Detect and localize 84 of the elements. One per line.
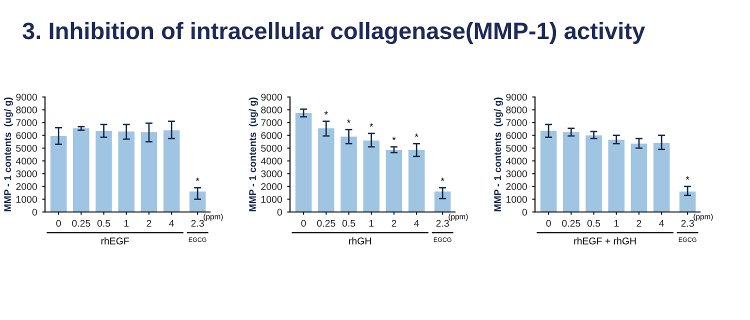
bar	[96, 130, 112, 212]
text: rhEGF + rhGH	[574, 237, 636, 244]
bar	[163, 130, 180, 212]
y-tick-label: 0	[32, 208, 37, 216]
y-tick-label: 2000	[16, 183, 37, 190]
x-tick-label: 0	[301, 220, 306, 227]
annotation: *	[392, 136, 396, 140]
x-tick-label: 4	[169, 220, 174, 227]
x-tick-label: 1	[369, 220, 374, 227]
annotation: *	[347, 119, 351, 123]
bar	[73, 128, 90, 212]
y-tick-label: 8000	[261, 106, 282, 114]
bar	[586, 135, 602, 212]
y-tick-label: 7000	[261, 119, 282, 126]
y-tick-label: 0	[277, 208, 282, 216]
text: rhEGF	[101, 237, 129, 244]
annotation: *	[414, 134, 418, 137]
y-tick-label: 1000	[261, 196, 282, 203]
y-axis-title: MMP - 1 contents (ug/ g)	[494, 98, 503, 212]
x-tick-label: 0.25	[562, 220, 580, 227]
annotation: *	[196, 178, 200, 182]
y-tick-label: 4000	[16, 158, 37, 165]
y-tick-label: 3000	[16, 170, 37, 178]
bar	[386, 150, 402, 212]
x-tick-label: 2.3	[436, 220, 449, 227]
annotation: *	[370, 123, 374, 127]
y-tick-label: 5000	[261, 144, 282, 152]
y-tick-label: 3000	[261, 170, 282, 178]
annotation: *	[440, 178, 444, 182]
bar	[340, 136, 357, 212]
y-tick-label: 6000	[261, 132, 282, 139]
y-tick-label: 9000	[16, 94, 37, 101]
y-tick-label: 1000	[506, 196, 527, 203]
y-tick-label: 0	[522, 208, 527, 216]
x-tick-label: 0.5	[587, 220, 600, 227]
x-tick-label: 0.5	[97, 220, 110, 227]
x-tick-label: 2	[636, 220, 642, 227]
y-tick-label: 8000	[16, 106, 37, 114]
y-tick-label: 1000	[16, 196, 37, 203]
y-tick-label: 8000	[506, 106, 527, 114]
bar	[50, 136, 67, 212]
x-tick-label: 4	[659, 220, 664, 227]
bar	[363, 140, 380, 212]
x-tick-label: 0.25	[72, 220, 90, 227]
y-axis-title: MMP - 1 contents (ug/ g)	[4, 98, 13, 212]
x-tick-label: 0.5	[342, 220, 356, 227]
x-tick-label: 2.3	[681, 220, 694, 227]
bar	[608, 140, 625, 212]
x-tick-label: 1	[614, 220, 619, 227]
y-tick-label: 4000	[506, 158, 527, 165]
x-tick-label: 2	[146, 220, 152, 227]
bar	[540, 130, 557, 212]
y-tick-label: 9000	[506, 94, 527, 101]
y-tick-label: 7000	[506, 119, 527, 126]
x-tick-label: 0	[56, 220, 61, 227]
annotation: *	[686, 176, 690, 180]
bar	[318, 128, 334, 212]
x-tick-label: 0.25	[317, 220, 336, 227]
bar	[140, 132, 158, 212]
bar	[630, 144, 648, 212]
bar	[295, 112, 312, 212]
x-tick-label: 2	[392, 220, 396, 227]
bar	[118, 132, 135, 212]
x-tick-label: 4	[414, 220, 419, 227]
y-tick-label: 5000	[16, 144, 37, 152]
y-tick-label: 2000	[261, 183, 282, 190]
y-tick-label: 7000	[16, 119, 37, 126]
annotation: *	[324, 111, 328, 115]
y-tick-label: 3000	[506, 170, 527, 178]
y-tick-label: 6000	[16, 132, 37, 139]
bar	[408, 150, 425, 212]
text: rhGH	[349, 237, 371, 244]
bar	[653, 143, 670, 212]
bar	[563, 132, 580, 212]
y-axis-title: MMP - 1 contents (ug/ g)	[248, 98, 258, 212]
text: 3. Inhibition of intracellular collagenase(MMP-1) activity	[22, 22, 646, 44]
y-tick-label: 4000	[260, 158, 282, 165]
y-tick-label: 5000	[506, 144, 527, 152]
y-tick-label: 6000	[506, 132, 527, 139]
y-tick-label: 2000	[506, 183, 527, 190]
x-tick-label: 1	[124, 220, 129, 227]
x-tick-label: 0	[546, 220, 551, 227]
y-tick-label: 9000	[261, 94, 282, 101]
x-tick-label: 2.3	[191, 220, 204, 227]
